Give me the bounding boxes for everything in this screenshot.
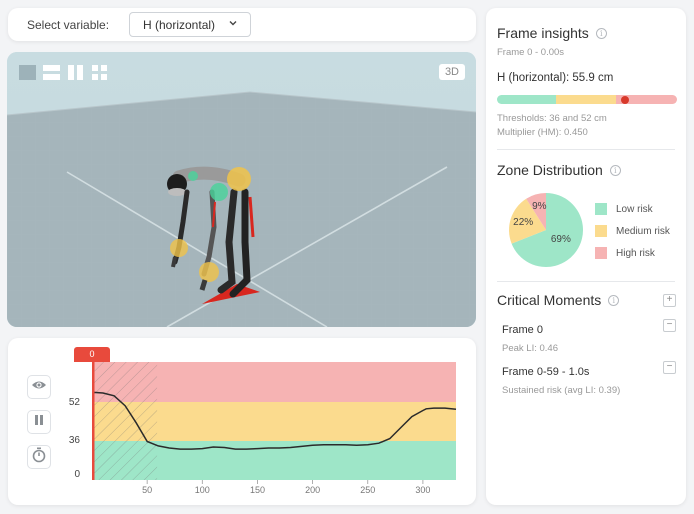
view-layout-tools <box>19 65 109 81</box>
legend-low-risk: Low risk <box>595 203 653 215</box>
y-tick-0: 0 <box>74 469 80 480</box>
info-icon[interactable]: i <box>608 295 620 306</box>
info-icon[interactable]: i <box>609 165 621 176</box>
timeline-chart-card: 52 36 0 50 100 150 200 250 300 0 <box>8 338 476 505</box>
divider <box>497 281 675 282</box>
pie-slice-medium-risk <box>509 198 546 244</box>
single-view-icon[interactable] <box>19 65 37 81</box>
frame-insights-heading: Frame insights i <box>497 25 607 41</box>
current-frame-cursor <box>92 362 95 480</box>
x-tick-label: 50 <box>142 485 153 495</box>
risk-gauge <box>497 95 677 104</box>
info-icon[interactable]: i <box>595 28 607 39</box>
variable-toolbar: Select variable: H (horizontal) <box>8 8 476 41</box>
zone-distribution-heading: Zone Distribution i <box>497 162 621 178</box>
x-tick-label: 150 <box>249 485 265 495</box>
variable-value: H (horizontal): 55.9 cm <box>497 72 614 84</box>
chevron-down-icon <box>228 17 238 31</box>
remove-moment-button[interactable]: − <box>663 361 676 374</box>
eye-icon <box>31 378 47 396</box>
zone-distribution-title: Zone Distribution <box>497 162 603 178</box>
pie-slice-low-risk <box>511 193 583 267</box>
timer-button[interactable] <box>27 445 51 469</box>
multiplier-text: Multiplier (HM): 0.450 <box>497 127 588 138</box>
insights-panel: Frame insights i Frame 0 - 0.00s H (horiz… <box>486 8 686 505</box>
pie-label: 22% <box>513 216 534 228</box>
view-mode-badge[interactable]: 3D <box>438 64 465 80</box>
pause-button[interactable] <box>27 410 51 434</box>
pie-label: 69% <box>550 234 571 246</box>
current-frame-marker[interactable]: 0 <box>74 347 110 362</box>
moment-title[interactable]: Frame 0 <box>502 324 543 336</box>
legend-medium-risk: Medium risk <box>595 225 670 237</box>
visibility-button[interactable] <box>27 375 51 399</box>
x-tick-label: 200 <box>305 485 321 495</box>
legend-high-risk: High risk <box>595 247 655 259</box>
zone-pie-chart[interactable] <box>506 190 586 270</box>
thresholds-text: Thresholds: 36 and 52 cm <box>497 113 607 124</box>
quad-view-icon[interactable] <box>91 65 109 81</box>
gauge-marker <box>620 95 629 104</box>
critical-moments-heading: Critical Moments i <box>497 292 620 308</box>
moment-title[interactable]: Frame 0-59 - 1.0s <box>502 366 590 378</box>
x-tick-label: 250 <box>360 485 376 495</box>
select-variable-label: Select variable: <box>27 18 110 32</box>
frame-insights-title: Frame insights <box>497 25 589 41</box>
y-tick-36: 36 <box>68 435 80 446</box>
pie-slice-high-risk <box>526 193 546 230</box>
3d-viewport[interactable]: 3D <box>7 52 476 327</box>
y-tick-52: 52 <box>68 397 80 408</box>
vertical-split-icon[interactable] <box>67 65 85 81</box>
add-moment-button[interactable]: + <box>663 294 676 307</box>
x-tick-label: 300 <box>415 485 431 495</box>
pause-icon <box>33 413 45 431</box>
variable-select[interactable]: H (horizontal) <box>129 12 251 37</box>
stopwatch-icon <box>32 447 46 468</box>
divider <box>497 149 675 150</box>
moment-detail: Sustained risk (avg LI: 0.39) <box>502 385 621 396</box>
remove-moment-button[interactable]: − <box>663 319 676 332</box>
pie-label: 9% <box>532 200 547 212</box>
variable-select-value: H (horizontal) <box>143 18 216 32</box>
critical-moments-title: Critical Moments <box>497 292 602 308</box>
moment-detail: Peak LI: 0.46 <box>502 343 558 354</box>
frame-time: Frame 0 - 0.00s <box>497 47 565 58</box>
x-tick-label: 100 <box>194 485 210 495</box>
human-model <box>167 166 260 304</box>
horizontal-split-icon[interactable] <box>43 65 61 81</box>
3d-scene <box>7 52 476 327</box>
risk-timeline-plot[interactable] <box>92 362 464 486</box>
